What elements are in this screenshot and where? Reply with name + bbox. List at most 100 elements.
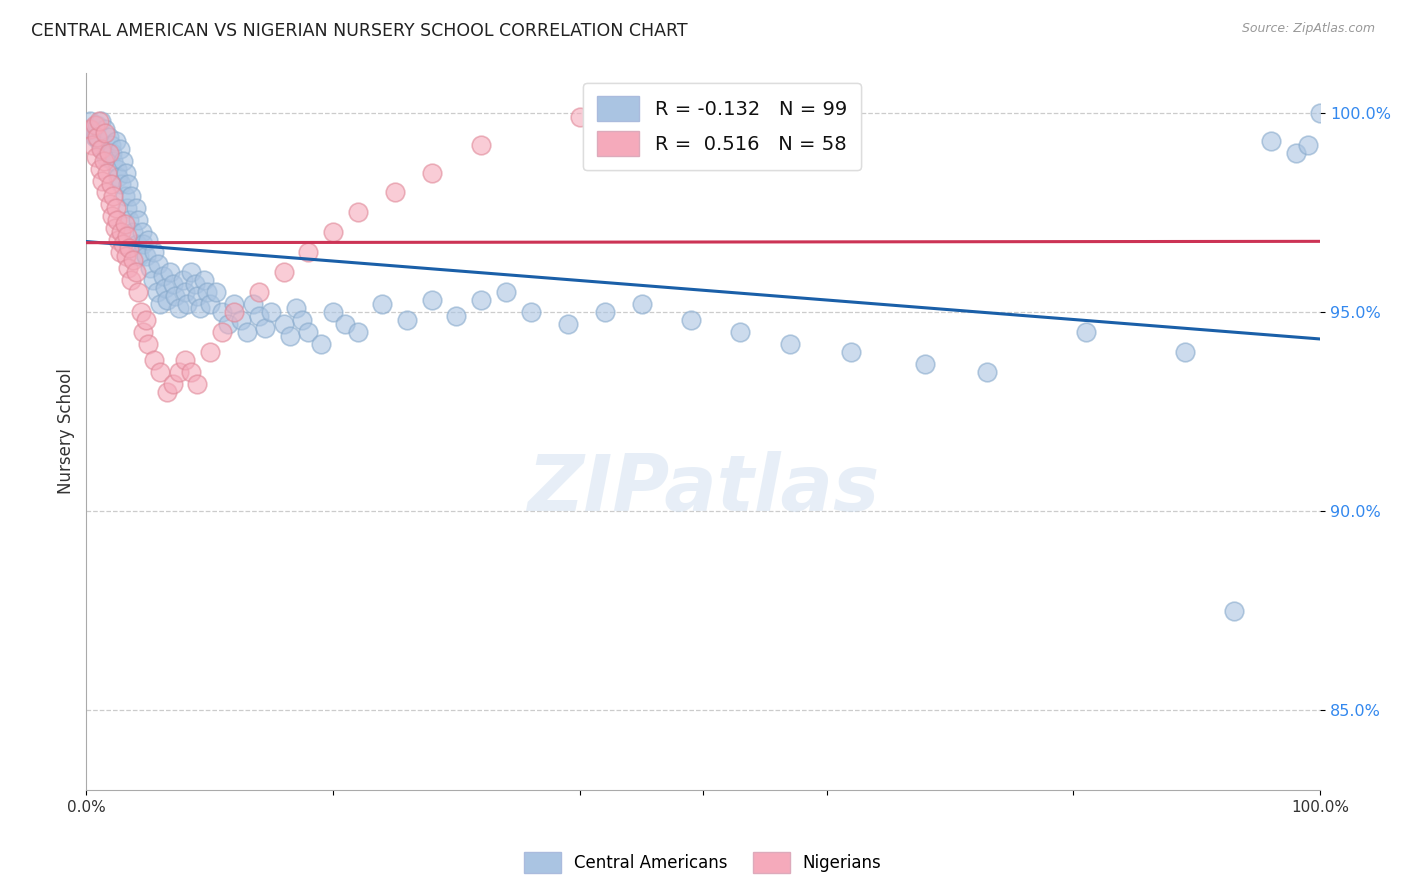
Point bbox=[90, 142, 112, 156]
Point bbox=[730, 325, 752, 339]
Point bbox=[174, 352, 197, 367]
Point bbox=[112, 237, 135, 252]
Point bbox=[135, 313, 157, 327]
Point bbox=[322, 305, 344, 319]
Point bbox=[152, 269, 174, 284]
Point bbox=[167, 365, 190, 379]
Point bbox=[91, 142, 114, 156]
Point bbox=[118, 241, 141, 255]
Point bbox=[108, 245, 131, 260]
Point bbox=[146, 257, 169, 271]
Point bbox=[235, 325, 257, 339]
Point bbox=[914, 357, 936, 371]
Point bbox=[105, 213, 128, 227]
Point bbox=[155, 281, 177, 295]
Point bbox=[346, 325, 368, 339]
Point bbox=[446, 309, 468, 323]
Point bbox=[176, 297, 198, 311]
Point bbox=[127, 285, 149, 299]
Point bbox=[224, 297, 246, 311]
Point bbox=[84, 118, 107, 132]
Point bbox=[630, 297, 652, 311]
Point bbox=[94, 126, 117, 140]
Point bbox=[291, 313, 314, 327]
Point bbox=[104, 221, 127, 235]
Point bbox=[107, 233, 129, 247]
Point bbox=[557, 317, 579, 331]
Point bbox=[120, 189, 142, 203]
Point bbox=[104, 134, 127, 148]
Point bbox=[101, 145, 124, 160]
Point bbox=[519, 305, 541, 319]
Point bbox=[167, 301, 190, 315]
Point bbox=[1284, 145, 1306, 160]
Point bbox=[122, 225, 145, 239]
Point bbox=[114, 189, 136, 203]
Y-axis label: Nursery School: Nursery School bbox=[58, 368, 75, 494]
Point bbox=[98, 197, 121, 211]
Point bbox=[155, 384, 177, 399]
Point bbox=[278, 328, 301, 343]
Point bbox=[273, 317, 295, 331]
Point bbox=[86, 118, 108, 132]
Point bbox=[679, 313, 702, 327]
Point bbox=[186, 289, 208, 303]
Point bbox=[165, 289, 187, 303]
Point bbox=[128, 249, 150, 263]
Point bbox=[143, 352, 166, 367]
Text: Source: ZipAtlas.com: Source: ZipAtlas.com bbox=[1241, 22, 1375, 36]
Point bbox=[1296, 137, 1319, 152]
Point bbox=[254, 321, 277, 335]
Point bbox=[1309, 105, 1331, 120]
Point bbox=[135, 249, 157, 263]
Point bbox=[211, 305, 233, 319]
Point bbox=[115, 202, 138, 216]
Point bbox=[195, 285, 218, 299]
Point bbox=[96, 165, 118, 179]
Point bbox=[112, 153, 135, 168]
Point bbox=[322, 225, 344, 239]
Point bbox=[79, 113, 101, 128]
Point bbox=[162, 277, 184, 291]
Point bbox=[84, 129, 107, 144]
Point bbox=[205, 285, 228, 299]
Point bbox=[115, 229, 138, 244]
Point bbox=[1223, 604, 1246, 618]
Point bbox=[297, 245, 319, 260]
Point bbox=[841, 344, 863, 359]
Point bbox=[188, 301, 211, 315]
Point bbox=[346, 205, 368, 219]
Point bbox=[285, 301, 308, 315]
Point bbox=[136, 336, 159, 351]
Text: ZIPatlas: ZIPatlas bbox=[527, 450, 879, 527]
Point bbox=[110, 178, 132, 192]
Point bbox=[470, 137, 492, 152]
Point bbox=[159, 265, 181, 279]
Point bbox=[198, 297, 221, 311]
Point bbox=[309, 336, 332, 351]
Point bbox=[100, 178, 122, 192]
Point bbox=[122, 253, 145, 268]
Point bbox=[101, 210, 124, 224]
Point bbox=[108, 142, 131, 156]
Point bbox=[211, 325, 233, 339]
Point bbox=[1173, 344, 1195, 359]
Point bbox=[420, 293, 443, 307]
Point bbox=[82, 137, 104, 152]
Point bbox=[172, 273, 194, 287]
Point bbox=[593, 305, 616, 319]
Point bbox=[184, 277, 207, 291]
Point bbox=[149, 297, 172, 311]
Point bbox=[136, 233, 159, 247]
Point bbox=[198, 344, 221, 359]
Point bbox=[470, 293, 492, 307]
Point bbox=[82, 121, 104, 136]
Point bbox=[107, 169, 129, 184]
Point bbox=[117, 261, 139, 276]
Point bbox=[87, 113, 110, 128]
Point bbox=[90, 113, 112, 128]
Point bbox=[155, 293, 177, 307]
Point bbox=[495, 285, 517, 299]
Point bbox=[89, 161, 111, 176]
Point bbox=[162, 376, 184, 391]
